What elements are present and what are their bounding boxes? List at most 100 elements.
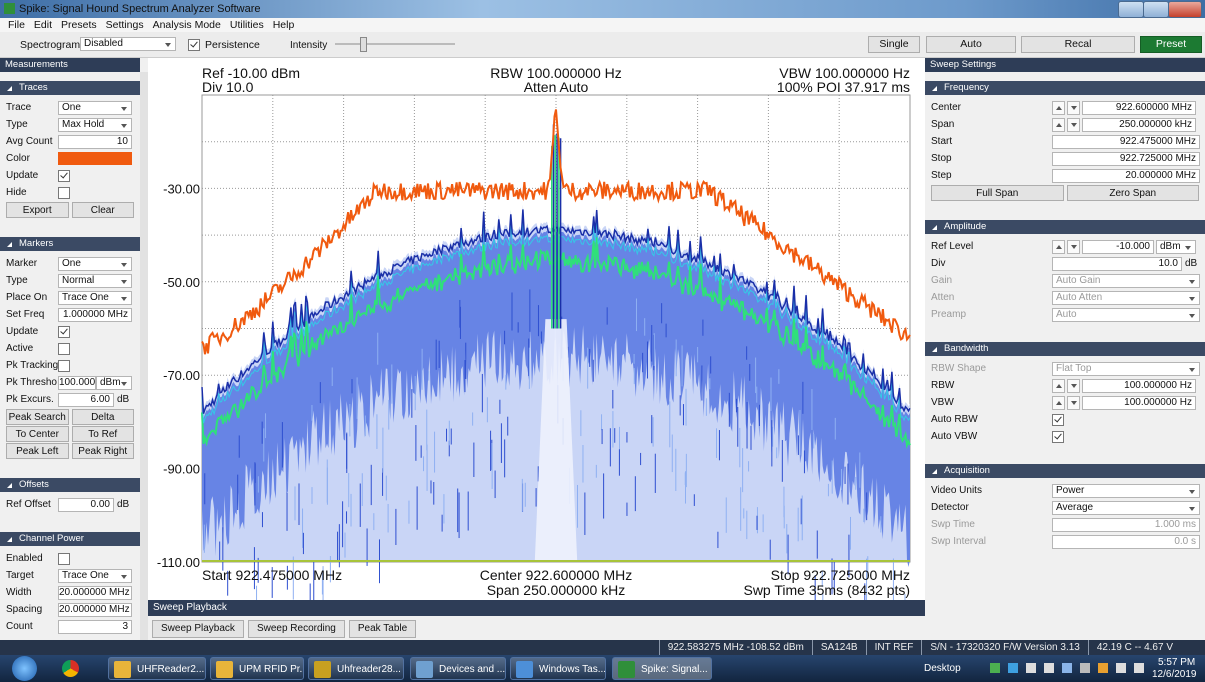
input[interactable]: 0.00 (58, 498, 114, 512)
menu-item[interactable]: Edit (34, 18, 52, 32)
tab[interactable]: Sweep Playback (152, 620, 244, 638)
input[interactable]: 922.725000 MHz (1052, 152, 1200, 166)
select[interactable]: Average (1052, 501, 1200, 515)
input[interactable]: 6.00 (58, 393, 114, 407)
unit: dB (114, 499, 129, 510)
input[interactable]: 20.000000 MHz (1052, 169, 1200, 183)
win-btn[interactable] (1143, 1, 1169, 18)
spin[interactable] (1052, 379, 1065, 393)
input[interactable]: 10 (58, 135, 132, 149)
checkbox[interactable] (58, 170, 70, 182)
status-item: 922.583275 MHz -108.52 dBm (659, 640, 812, 655)
input[interactable]: 3 (58, 620, 132, 634)
tb-button[interactable]: Single (868, 36, 920, 53)
select[interactable]: Normal (58, 274, 132, 288)
button[interactable]: Export (6, 202, 69, 218)
spin[interactable] (1052, 396, 1065, 410)
select[interactable]: Disabled (80, 37, 176, 51)
spin[interactable] (1052, 101, 1065, 115)
input[interactable]: 1.000 ms (1052, 518, 1200, 532)
input[interactable]: 0.0 s (1052, 535, 1200, 549)
checkbox[interactable] (188, 39, 200, 51)
row-label: Center (925, 102, 1052, 113)
select[interactable]: Flat Top (1052, 362, 1200, 376)
tb-button[interactable]: Recal (1021, 36, 1135, 53)
select[interactable]: Trace One (58, 291, 132, 305)
select[interactable]: One (58, 101, 132, 115)
tab[interactable]: Sweep Recording (248, 620, 345, 638)
input[interactable]: 250.000000 kHz (1082, 118, 1196, 132)
spin[interactable] (1067, 118, 1080, 132)
checkbox[interactable] (1052, 414, 1064, 426)
input[interactable]: 10.0 (1052, 257, 1182, 271)
checkbox[interactable] (1052, 431, 1064, 443)
checkbox[interactable] (58, 553, 70, 565)
row: DetectorAverage (925, 499, 1205, 516)
row: Enabled (0, 550, 140, 567)
select[interactable]: Auto (1052, 308, 1200, 322)
row: AttenAuto Atten (925, 289, 1205, 306)
tb-button[interactable]: Preset (1140, 36, 1202, 53)
menu-item[interactable]: Settings (106, 18, 144, 32)
atten-label: Atten Auto (524, 79, 589, 95)
task-item[interactable]: Spike: Signal... (612, 657, 712, 680)
input[interactable]: 100.000000 Hz (1082, 396, 1196, 410)
spin[interactable] (1067, 396, 1080, 410)
select[interactable]: One (58, 257, 132, 271)
input[interactable]: 20.000000 MHz (58, 603, 132, 617)
tb-button[interactable]: Auto (926, 36, 1016, 53)
select[interactable]: Auto Atten (1052, 291, 1200, 305)
task-item[interactable]: UPM RFID Pr... (210, 657, 304, 680)
button[interactable]: To Center (6, 426, 69, 442)
select[interactable]: Max Hold (58, 118, 132, 132)
task-item[interactable]: UHFReader2... (108, 657, 206, 680)
tab[interactable]: Peak Table (349, 620, 416, 638)
input[interactable]: 100.000 (58, 376, 96, 390)
button[interactable]: Peak Left (6, 443, 69, 459)
spin[interactable] (1067, 240, 1080, 254)
button[interactable]: Peak Right (72, 443, 135, 459)
spin[interactable] (1052, 240, 1065, 254)
input[interactable]: -10.000 (1082, 240, 1154, 254)
button[interactable]: Clear (72, 202, 135, 218)
input[interactable]: 922.475000 MHz (1052, 135, 1200, 149)
task-item[interactable]: Devices and ... (410, 657, 506, 680)
checkbox[interactable] (58, 326, 70, 338)
select[interactable]: Trace One (58, 569, 132, 583)
input[interactable]: 20.000000 MHz (58, 586, 132, 600)
row: Set Freq1.000000 MHz (0, 306, 140, 323)
checkbox[interactable] (58, 343, 70, 355)
select[interactable]: Auto Gain (1052, 274, 1200, 288)
input[interactable]: 922.600000 MHz (1082, 101, 1196, 115)
task-item[interactable]: Uhfreader28... (308, 657, 404, 680)
select[interactable]: dBm (96, 376, 132, 390)
button[interactable]: Zero Span (1067, 185, 1200, 201)
slider[interactable] (335, 43, 455, 45)
scrollbar (140, 72, 148, 640)
select[interactable]: dBm (1156, 240, 1196, 254)
menu-item[interactable]: File (8, 18, 25, 32)
row: Color (0, 150, 140, 167)
menu-item[interactable]: Utilities (230, 18, 264, 32)
row-label: Set Freq (0, 309, 58, 320)
input[interactable]: 1.000000 MHz (58, 308, 132, 322)
checkbox[interactable] (58, 187, 70, 199)
button[interactable]: Full Span (931, 185, 1064, 201)
checkbox[interactable] (58, 360, 70, 372)
input[interactable]: 100.000000 Hz (1082, 379, 1196, 393)
select[interactable]: Power (1052, 484, 1200, 498)
menu-item[interactable]: Analysis Mode (153, 18, 221, 32)
spin[interactable] (1067, 379, 1080, 393)
button[interactable]: Peak Search (6, 409, 69, 425)
spin[interactable] (1067, 101, 1080, 115)
win-btn[interactable] (1168, 1, 1202, 18)
win-btn[interactable] (1118, 1, 1144, 18)
menu-item[interactable]: Help (273, 18, 295, 32)
task-item[interactable]: Windows Tas... (510, 657, 606, 680)
button[interactable]: To Ref (72, 426, 135, 442)
spin[interactable] (1052, 118, 1065, 132)
button[interactable]: Delta (72, 409, 135, 425)
menu-item[interactable]: Presets (61, 18, 97, 32)
